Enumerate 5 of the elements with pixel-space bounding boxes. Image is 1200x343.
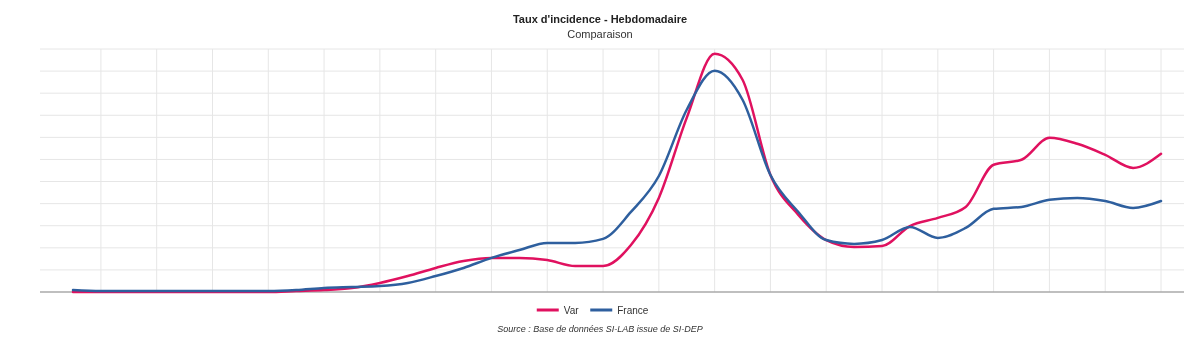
source-note: Source : Base de données SI-LAB issue de SI-DEP	[497, 324, 703, 334]
legend-label: Var	[563, 305, 580, 316]
chart-title: Taux d'incidence - Hebdomadaire	[512, 13, 688, 25]
legend-label: France	[617, 305, 649, 316]
chart-subtitle: Comparaison	[567, 28, 633, 40]
